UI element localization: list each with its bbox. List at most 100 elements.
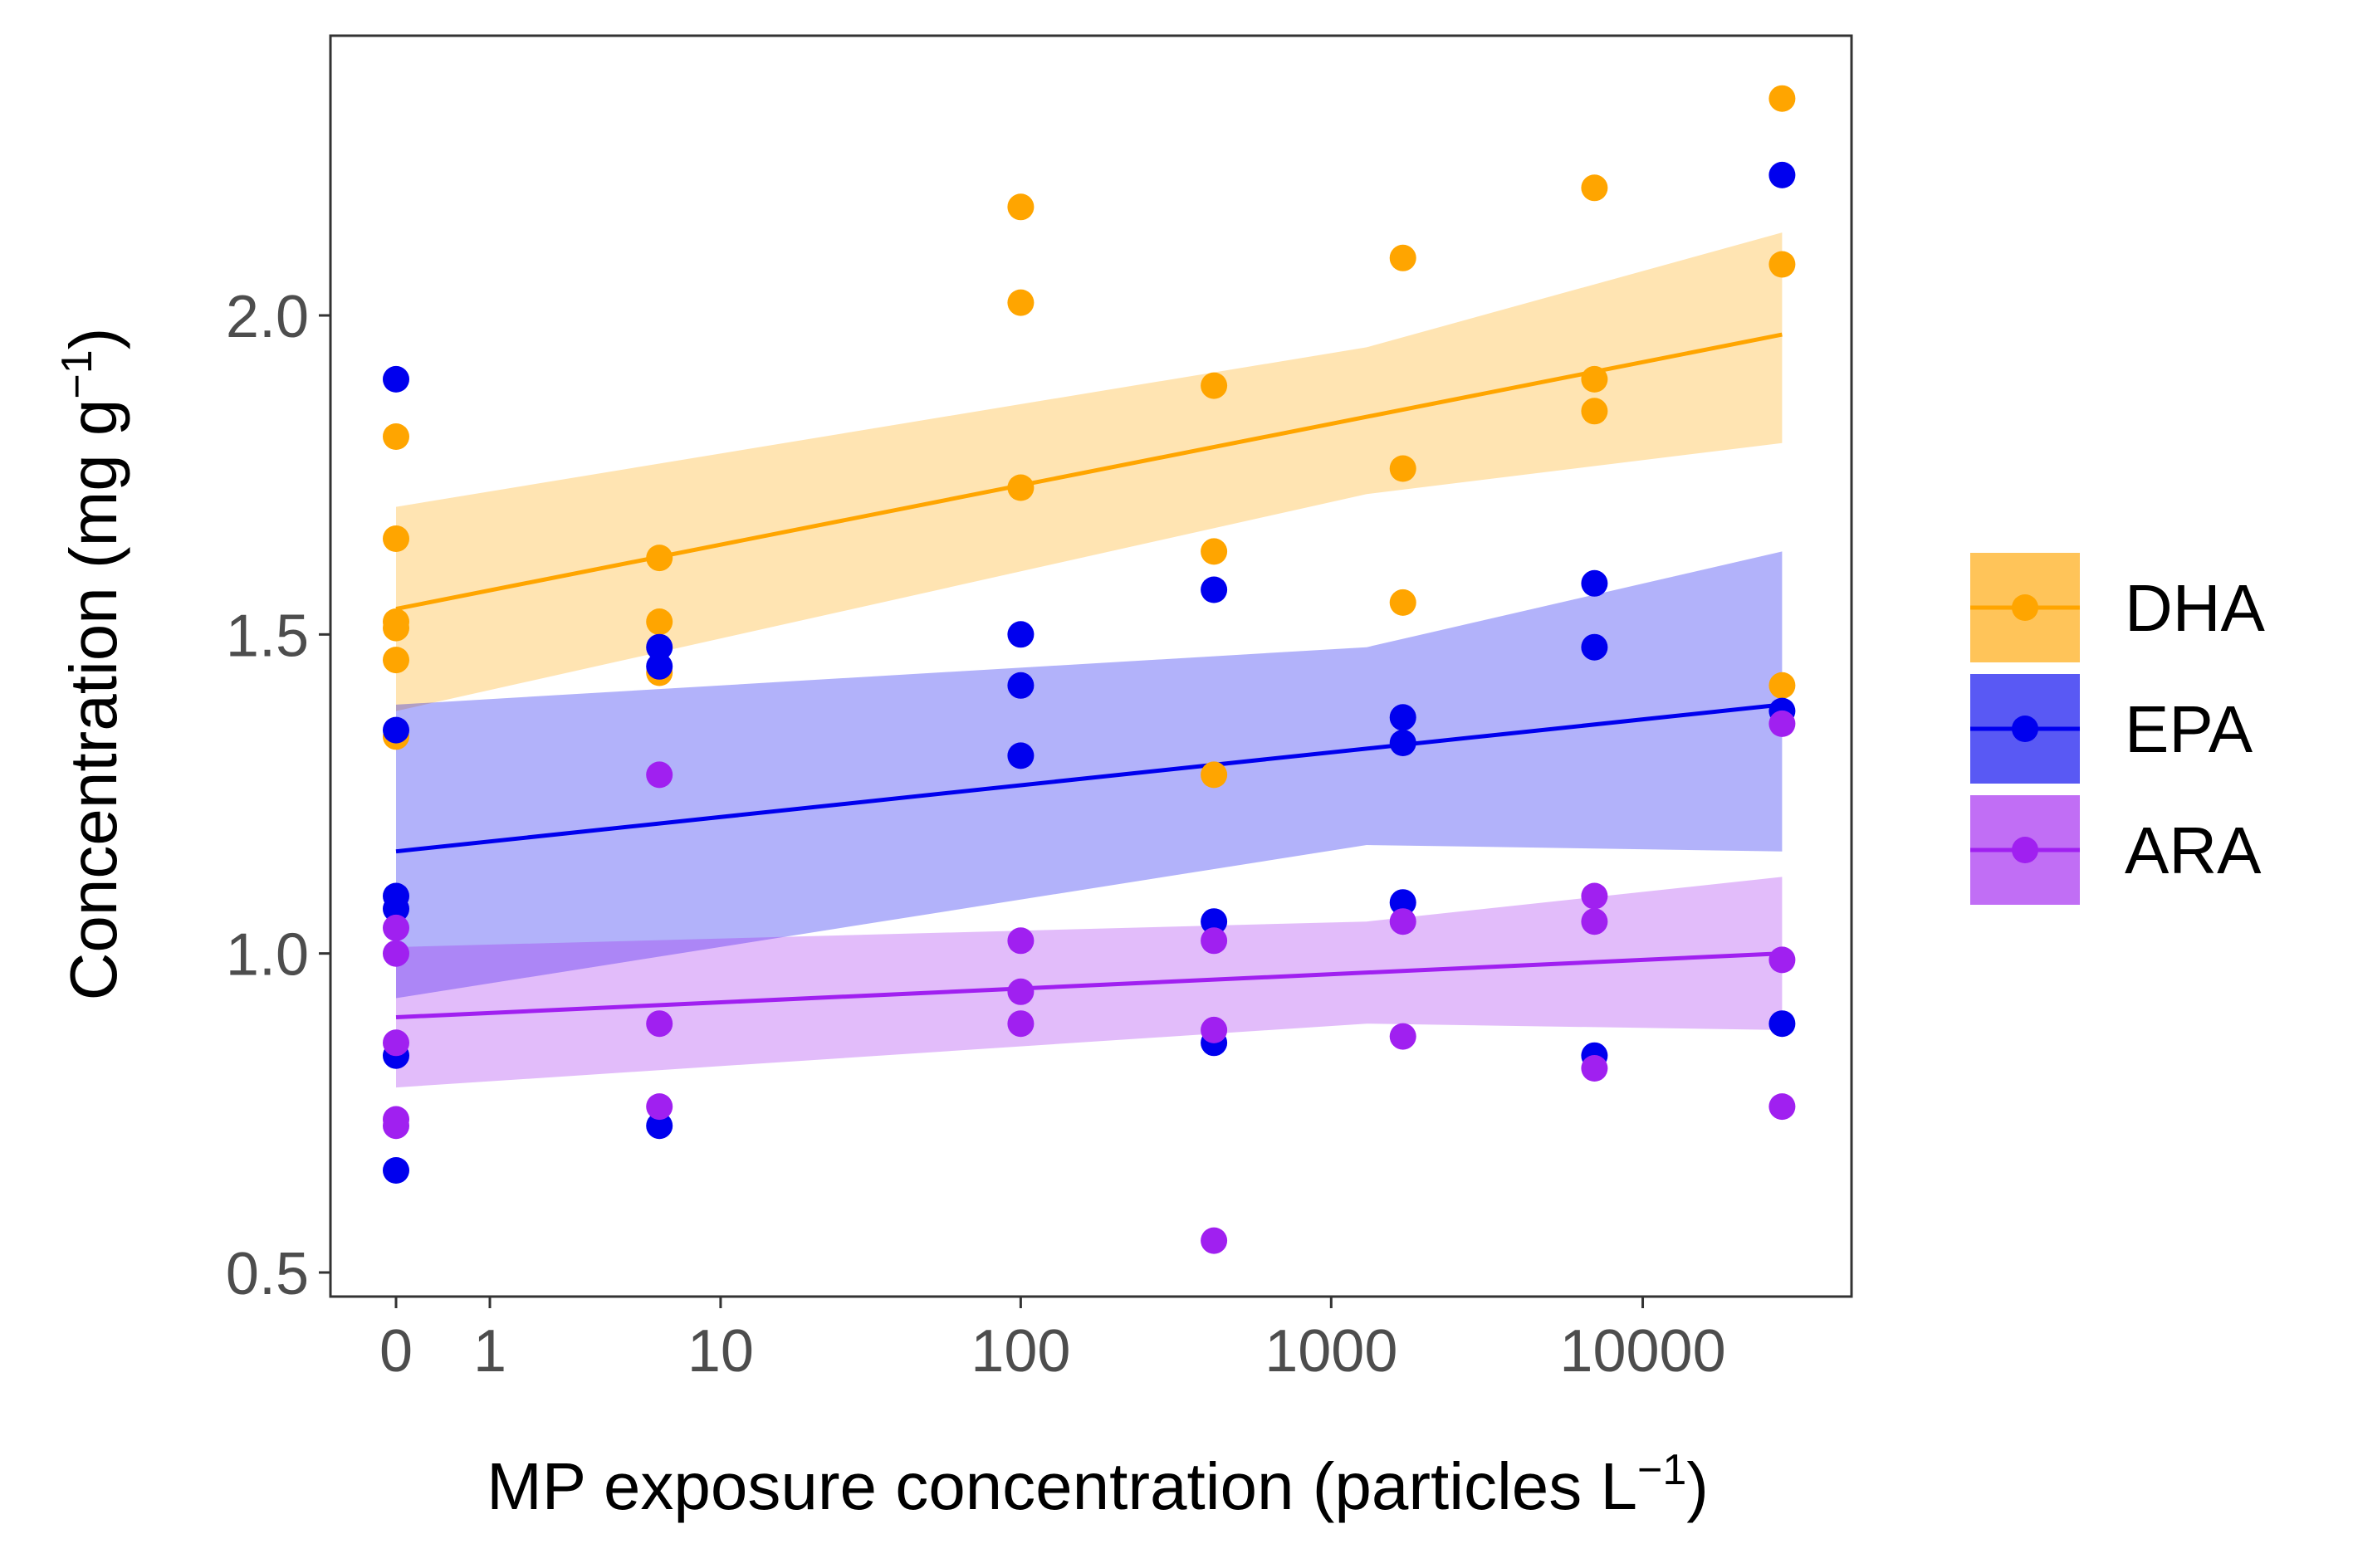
y-tick-label: 0.5 [226,1241,309,1307]
plot-panel-border [329,34,1853,1298]
legend-item-epa: EPA [1970,674,2253,784]
ara-data-point [1389,908,1416,935]
epa-data-point [383,716,409,744]
epa-data-point [383,365,409,393]
epa-data-point [1768,1010,1796,1038]
dha-data-point [1581,398,1608,425]
legend-label: DHA [2125,571,2266,645]
ara-data-point [1201,1227,1228,1254]
dha-data-point [1768,672,1796,699]
epa-data-point [1389,889,1416,916]
dha-data-point [383,423,409,450]
epa-data-point [1581,569,1608,597]
ara-data-point [1007,1010,1035,1038]
x-tick-label: 10 [687,1318,754,1385]
fit-lines [395,332,1783,1020]
legend-label: ARA [2125,813,2262,887]
x-axis: 0 1 10 100 1000 10000 [379,1297,1726,1385]
epa-data-point [1581,633,1608,661]
ara-fit-line [395,951,1783,1020]
epa-data-point [1007,742,1035,769]
legend-item-ara: ARA [1970,795,2262,905]
y-axis-title-close: ) [56,328,130,350]
dha-data-point [383,647,409,674]
epa-confidence-ribbon [396,551,1783,999]
epa-data-point [646,633,673,661]
dha-fit-line [395,332,1783,612]
x-tick-label: 10000 [1559,1318,1725,1385]
y-tick-label: 1.0 [226,922,309,989]
epa-data-point [1201,576,1228,603]
epa-data-point [1768,161,1796,188]
x-tick-label: 0 [379,1318,413,1385]
ara-data-point [383,1029,409,1057]
dha-data-point [646,608,673,635]
x-tick-label: 1 [473,1318,506,1385]
dha-data-point [1768,251,1796,278]
ara-data-point [1581,882,1608,910]
ara-data-point [1201,927,1228,955]
epa-data-point [1389,730,1416,756]
dha-data-point [1201,372,1228,399]
ara-data-point [383,1112,409,1140]
dha-data-point [383,525,409,552]
legend-label: EPA [2125,692,2253,766]
data-points [383,85,1796,1254]
ara-data-point [646,761,673,789]
x-axis-title: MP exposure concentration (particles L−1… [487,1446,1709,1523]
ara-data-point [1768,946,1796,974]
legend-item-dha: DHA [1970,553,2266,662]
epa-data-point [646,652,673,680]
legend-key-point [2012,716,2038,742]
dha-data-point [1389,244,1416,271]
dha-data-point [1581,365,1608,393]
x-axis-title-text: MP exposure concentration (particles L [487,1449,1637,1523]
epa-data-point [646,1112,673,1140]
legend: DHA EPA ARA [1970,553,2266,905]
ara-data-point [383,914,409,941]
ara-data-point [1007,927,1035,955]
dha-data-point [1389,455,1416,482]
x-tick-label: 100 [971,1318,1070,1385]
ara-data-point [1768,710,1796,737]
epa-data-point [1007,672,1035,699]
y-tick-label: 2.0 [226,284,309,350]
y-axis-title-superscript: −1 [53,349,101,398]
epa-data-point [1007,621,1035,648]
ara-data-point [1201,1016,1228,1043]
ara-data-point [1581,908,1608,935]
epa-data-point [383,895,409,922]
y-axis-title: Concentration (mg g−1) [53,328,130,1001]
legend-key-point [2012,837,2038,863]
x-axis-title-superscript: −1 [1637,1446,1686,1494]
dha-data-point [1389,589,1416,616]
ara-data-point [1389,1023,1416,1050]
ara-data-point [383,940,409,967]
y-tick-label: 1.5 [226,603,309,669]
y-axis: 0.5 1.0 1.5 2.0 [226,284,330,1307]
dha-data-point [383,614,409,642]
dha-data-point [1007,289,1035,316]
ara-confidence-ribbon [396,877,1783,1088]
dha-data-point [646,545,673,572]
dha-data-point [1007,193,1035,221]
x-axis-title-close: ) [1686,1449,1709,1523]
ara-data-point [646,1010,673,1038]
dha-data-point [1201,761,1228,789]
dha-data-point [1201,538,1228,565]
ara-data-point [1581,1055,1608,1082]
epa-data-point [1201,908,1228,935]
ara-data-point [1007,978,1035,1005]
ara-data-point [646,1093,673,1121]
y-axis-title-text: Concentration (mg g [56,399,130,1001]
confidence-ribbons [396,232,1783,1088]
epa-data-point [383,1157,409,1184]
dha-data-point [1007,474,1035,501]
dha-data-point [1581,174,1608,202]
legend-key-point [2012,594,2038,621]
ara-data-point [1768,1093,1796,1121]
epa-data-point [1389,704,1416,731]
x-tick-label: 1000 [1265,1318,1397,1385]
epa-fit-line [395,702,1783,854]
